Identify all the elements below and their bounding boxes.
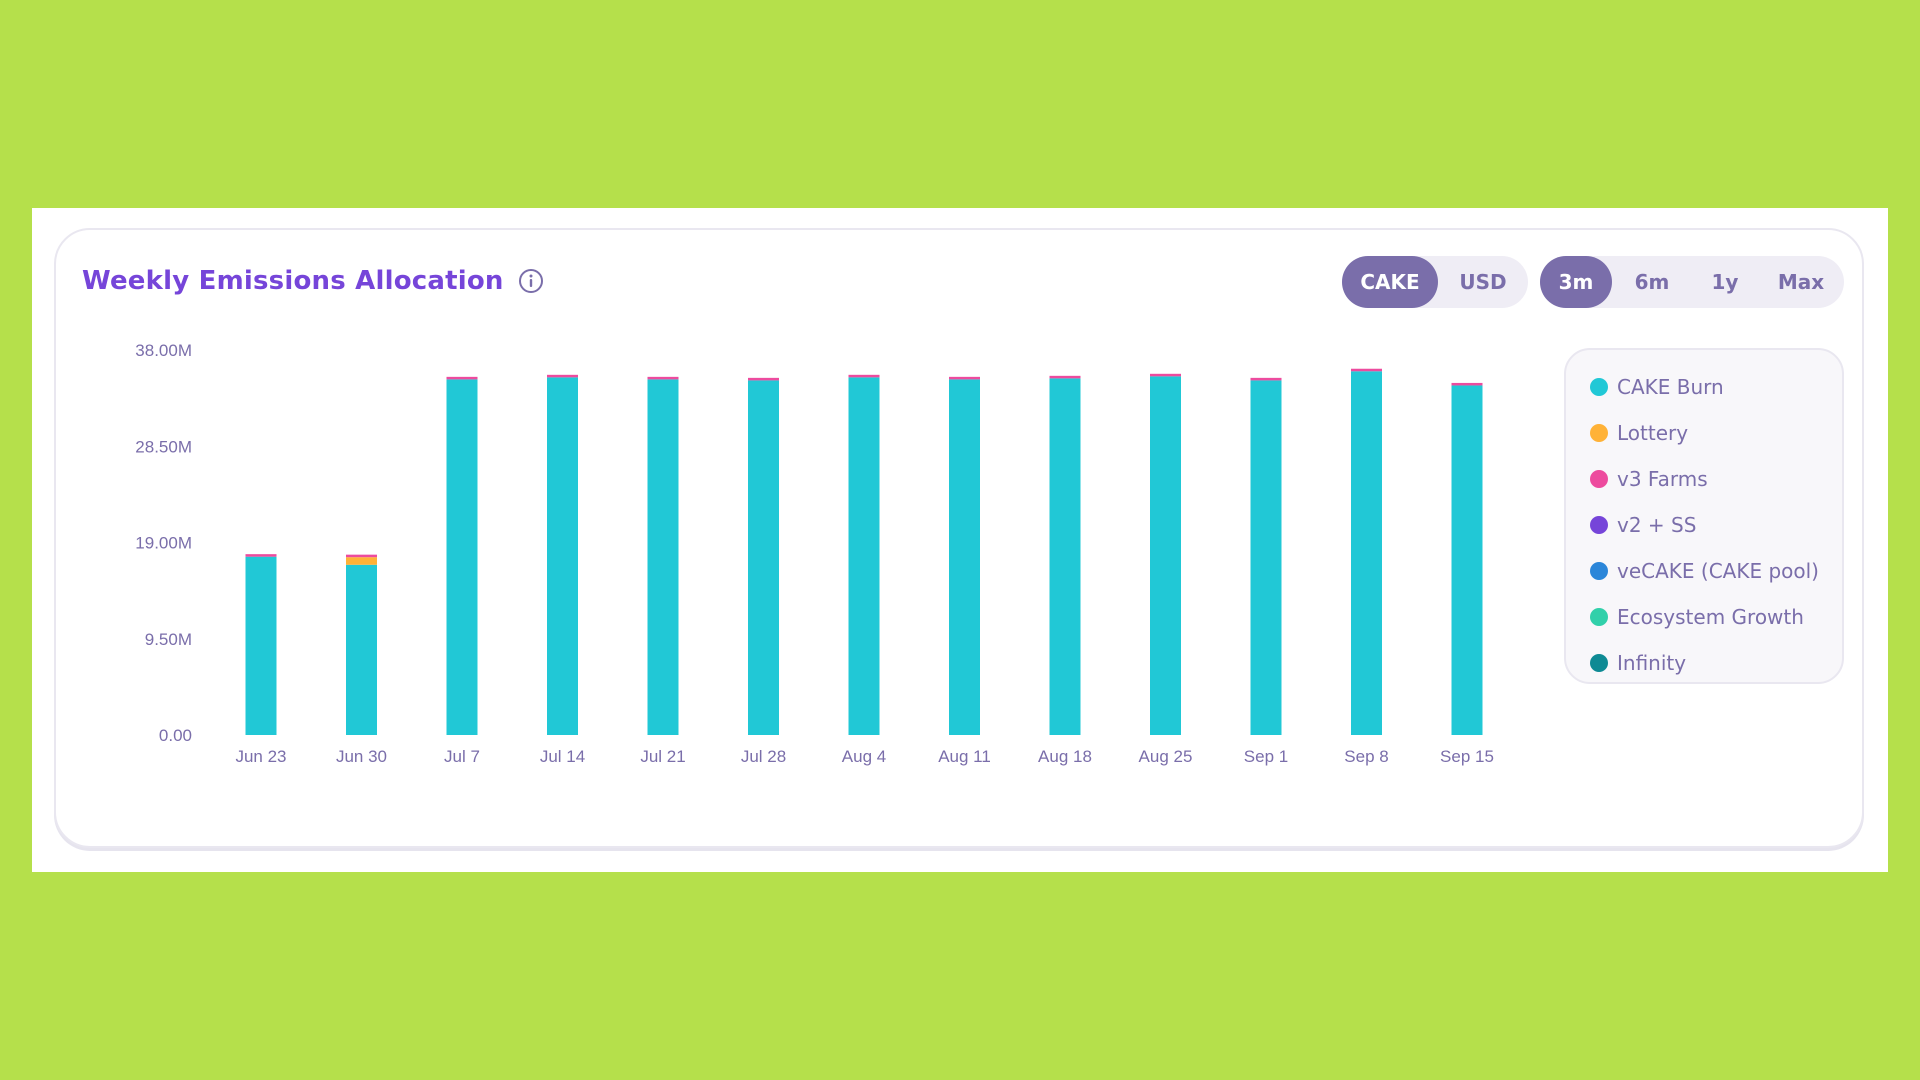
unit-option-cake[interactable]: CAKE (1342, 256, 1438, 308)
x-tick-label: Jul 7 (444, 747, 480, 766)
bar-segment (748, 377, 779, 381)
legend-dot-cake-burn (1590, 378, 1608, 396)
bar-segment (949, 379, 980, 735)
x-tick-label: Jul 21 (640, 747, 685, 766)
legend-item-v3-farms[interactable]: v3 Farms (1590, 456, 1842, 502)
bar-segment (1150, 373, 1181, 377)
emissions-card: Weekly Emissions Allocation CAKE USD 3m … (54, 228, 1864, 848)
legend-dot-infinity (1590, 654, 1608, 672)
bar-segment (446, 376, 478, 380)
legend-dot-vecake (1590, 562, 1608, 580)
y-tick-label: 28.50M (135, 437, 192, 456)
x-tick-label: Aug 4 (842, 747, 886, 766)
legend-label: v3 Farms (1617, 467, 1708, 491)
legend-label: Lottery (1617, 421, 1689, 445)
unit-option-usd[interactable]: USD (1459, 270, 1507, 294)
bar-segment (245, 554, 277, 557)
x-tick-label: Aug 18 (1038, 747, 1092, 766)
legend-dot-ecosystem-growth (1590, 608, 1608, 626)
chart-legend: CAKE Burn Lottery v3 Farms v2 + SS veCAK… (1564, 348, 1844, 684)
bar-segment (1049, 375, 1081, 379)
legend-item-ecosystem-growth[interactable]: Ecosystem Growth (1590, 594, 1842, 640)
x-tick-label: Sep 1 (1244, 747, 1288, 766)
bar-segment (1049, 378, 1081, 735)
y-tick-label: 19.00M (135, 534, 192, 553)
legend-dot-v2-ss (1590, 516, 1608, 534)
bar-segment (346, 557, 377, 565)
unit-toggle: CAKE USD (1342, 256, 1528, 308)
legend-label: Infinity (1617, 651, 1687, 675)
chart-title: Weekly Emissions Allocation (82, 266, 504, 296)
info-icon[interactable] (518, 268, 544, 294)
legend-label: v2 + SS (1617, 513, 1697, 537)
legend-label: veCAKE (CAKE pool) (1617, 559, 1819, 583)
bar-segment (949, 376, 980, 380)
bar-segment (245, 556, 277, 735)
bar-segment (346, 564, 377, 735)
bar-segment (748, 380, 779, 735)
bar-segment (647, 376, 679, 380)
bar-segment (1451, 382, 1483, 386)
legend-label: CAKE Burn (1617, 375, 1724, 399)
x-tick-label: Aug 25 (1139, 747, 1193, 766)
x-tick-label: Jul 14 (540, 747, 585, 766)
range-option-3m[interactable]: 3m (1540, 256, 1612, 308)
bar-segment (547, 374, 578, 378)
x-tick-label: Jun 30 (336, 747, 387, 766)
bar-segment (647, 379, 679, 735)
range-option-max[interactable]: Max (1777, 270, 1825, 294)
legend-dot-v3-farms (1590, 470, 1608, 488)
card-header: Weekly Emissions Allocation (82, 266, 544, 296)
bar-segment (1451, 385, 1483, 735)
legend-dot-lottery (1590, 424, 1608, 442)
legend-item-infinity[interactable]: Infinity (1590, 640, 1842, 686)
bar-segment (547, 377, 578, 735)
bar-segment (1250, 380, 1282, 735)
bar-segment (346, 554, 377, 558)
range-option-1y[interactable]: 1y (1711, 270, 1739, 294)
bar-segment (1250, 377, 1282, 381)
x-tick-label: Aug 11 (938, 747, 991, 766)
legend-item-vecake[interactable]: veCAKE (CAKE pool) (1590, 548, 1842, 594)
page-panel: Weekly Emissions Allocation CAKE USD 3m … (32, 208, 1888, 872)
x-tick-label: Jun 23 (235, 747, 286, 766)
bar-segment (1351, 368, 1382, 372)
legend-item-v2-ss[interactable]: v2 + SS (1590, 502, 1842, 548)
legend-label: Ecosystem Growth (1617, 605, 1804, 629)
bar-segment (848, 377, 880, 735)
legend-item-cake-burn[interactable]: CAKE Burn (1590, 364, 1842, 410)
x-tick-label: Jul 28 (741, 747, 786, 766)
bar-segment (848, 374, 880, 378)
bar-segment (1351, 371, 1382, 735)
range-toggle: 3m 6m 1y Max (1540, 256, 1844, 308)
range-option-6m[interactable]: 6m (1634, 270, 1670, 294)
y-tick-label: 0.00 (159, 726, 192, 745)
y-tick-label: 9.50M (145, 630, 192, 649)
x-tick-label: Sep 15 (1440, 747, 1494, 766)
x-tick-label: Sep 8 (1344, 747, 1388, 766)
bar-segment (1150, 376, 1181, 735)
bar-segment (446, 379, 478, 735)
legend-item-lottery[interactable]: Lottery (1590, 410, 1842, 456)
y-tick-label: 38.00M (135, 341, 192, 360)
bar-chart: 0.00 9.50M 19.00M 28.50M 38.00M Jun 23 Jun 30 J… (135, 341, 1494, 766)
